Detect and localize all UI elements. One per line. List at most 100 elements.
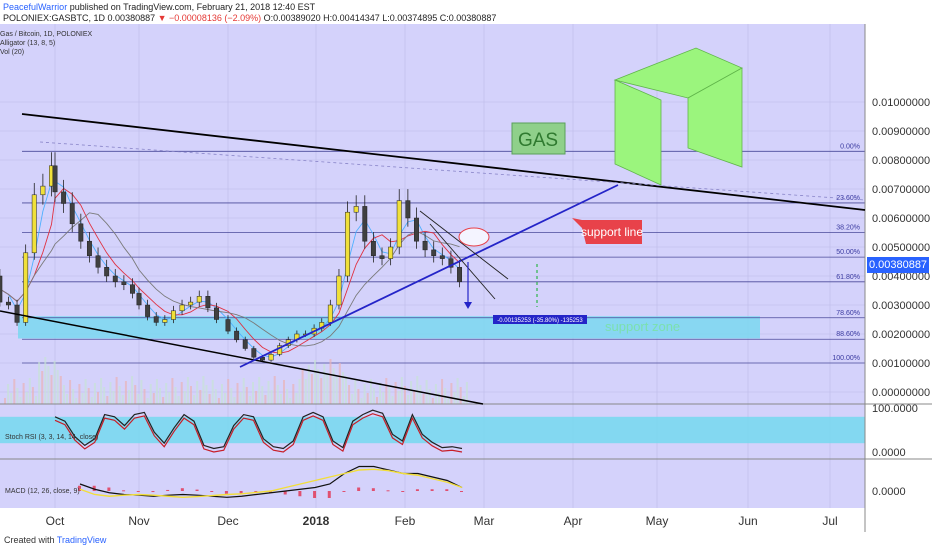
volume-bar: [53, 361, 56, 404]
volume-bar: [323, 364, 326, 404]
stoch-tick-label: 100.0000: [872, 403, 918, 415]
candle-body: [396, 200, 402, 248]
volume-bar: [465, 382, 468, 404]
volume-bar: [255, 391, 258, 404]
volume-bar: [162, 397, 165, 404]
volume-bar: [196, 381, 199, 404]
macd-histogram-bar: [210, 491, 214, 492]
candle-body: [336, 275, 342, 306]
annotations: -0.00135253 (-35.80%) -135253 GAS support …: [0, 47, 866, 405]
fib-label: 100.00%: [832, 355, 860, 362]
macd-histogram-bar: [313, 491, 317, 498]
candle-body: [370, 240, 376, 256]
candle-body: [439, 255, 445, 259]
volume-bar: [78, 384, 81, 404]
measure-arrowhead: [464, 302, 472, 309]
volume-bar: [84, 379, 87, 404]
tradingview-brand[interactable]: TradingView: [56, 535, 107, 545]
volume-bar: [199, 390, 202, 404]
volume-bar: [165, 383, 168, 404]
volume-bar: [295, 393, 298, 404]
candle-body: [268, 354, 274, 361]
volume-bar: [103, 387, 106, 404]
gas-label-box: [511, 122, 566, 155]
macd-histogram-bar: [357, 487, 361, 491]
macd-pane: [78, 465, 463, 499]
macd-histogram-bar: [195, 489, 199, 491]
x-tick-label: Feb: [395, 514, 416, 528]
candle-body: [170, 310, 176, 320]
volume-bar: [289, 398, 292, 404]
volume-bar: [431, 398, 434, 404]
volume-bar: [314, 360, 316, 404]
volume-bar: [100, 378, 103, 404]
volume-bar: [450, 383, 453, 404]
candle-body: [86, 240, 92, 256]
author-link[interactable]: PeacefulWarrior: [3, 2, 68, 12]
volume-bar: [425, 380, 428, 404]
volume-bar: [413, 390, 416, 404]
ohlc-values: O:0.00389020 H:0.00414347 L:0.00374895 C…: [263, 13, 497, 23]
publish-info: published on TradingView.com, February 2…: [67, 2, 316, 12]
volume-bar: [360, 398, 363, 404]
y-tick-label: 0.00100000: [872, 358, 930, 370]
volume-bar: [174, 387, 177, 404]
macd-histogram-bar: [401, 491, 405, 492]
volume-bar: [217, 398, 220, 404]
volume-bar: [351, 394, 354, 404]
candle-body: [162, 319, 168, 323]
volume-bar: [286, 389, 289, 404]
created-with: Created with: [4, 535, 55, 545]
candle-body: [251, 348, 257, 358]
fib-label: 61.80%: [836, 274, 860, 281]
volume-bar: [128, 390, 130, 404]
volume-bar: [403, 386, 406, 404]
volume-bar: [267, 381, 270, 404]
volume-bar: [276, 385, 279, 404]
volume-bar: [242, 378, 245, 404]
volume-bar: [320, 378, 323, 404]
volume-bar: [25, 392, 28, 404]
volume-bar: [279, 394, 282, 404]
volume-bar: [230, 388, 233, 404]
volume-bar: [298, 379, 301, 404]
volume-bar: [208, 394, 211, 404]
volume-bar: [400, 377, 403, 404]
volume-bar: [19, 397, 22, 404]
candle-body: [214, 307, 219, 320]
descending-lower-line: [0, 310, 484, 405]
volume-bar: [50, 375, 53, 404]
candle-body: [379, 255, 385, 259]
candle-body: [345, 211, 351, 277]
chart-svg[interactable]: support zone0.00%23.60%38.20%50.00%61.80…: [0, 24, 932, 532]
x-tick-label: Mar: [474, 514, 495, 528]
y-tick-label: 0.01000000: [872, 97, 930, 109]
volume-bar: [171, 378, 174, 404]
volume-bar: [183, 391, 186, 404]
volume-bar: [214, 389, 217, 404]
volume-bar: [438, 393, 440, 404]
descending-resistance-line: [21, 113, 866, 211]
volume-bar: [87, 388, 90, 404]
candle-body: [353, 206, 359, 213]
y-tick-label: 0.00500000: [872, 242, 930, 254]
symbol-label: POLONIEX:GASBTC, 1D: [3, 13, 106, 23]
macd-histogram-bar: [92, 485, 96, 491]
volume-bar: [447, 397, 450, 404]
candle-body: [23, 252, 29, 323]
volume-bar: [363, 384, 366, 404]
price-axis-bg: [865, 24, 932, 532]
volume-bar: [75, 398, 78, 404]
volume-bar: [283, 380, 285, 404]
macd-histogram-bar: [460, 491, 463, 492]
fib-label: 0.00%: [840, 143, 860, 150]
volume-bar: [152, 393, 155, 404]
volume-bar: [180, 382, 183, 404]
macd-histogram-bar: [180, 488, 184, 491]
main-pane: support zone0.00%23.60%38.20%50.00%61.80…: [0, 143, 865, 404]
candle-body: [95, 255, 101, 268]
candle-body: [234, 330, 240, 341]
volume-bar: [112, 391, 115, 404]
volume-bar: [62, 385, 65, 404]
volume-bar: [379, 383, 382, 404]
